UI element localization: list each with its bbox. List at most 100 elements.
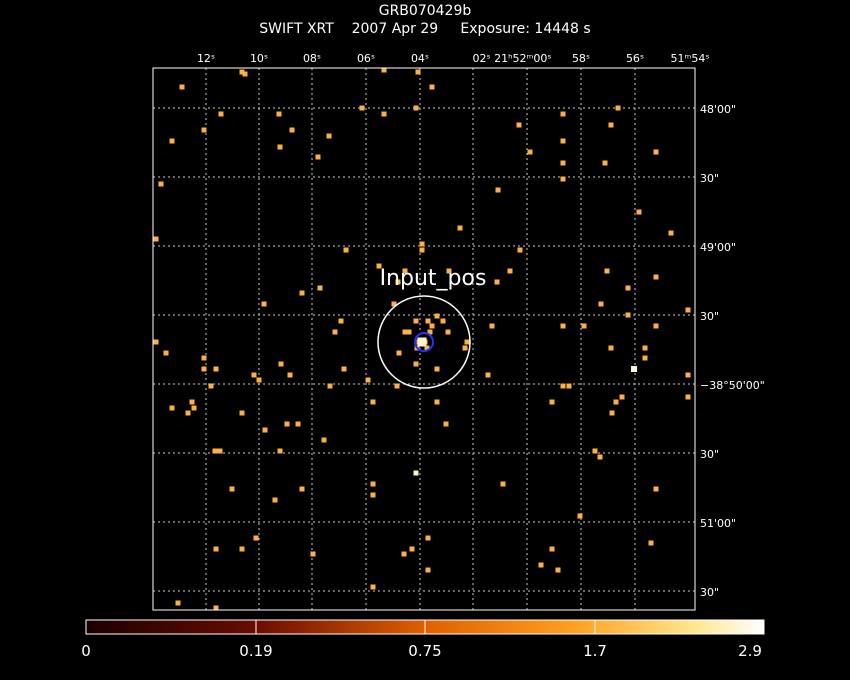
photon-event (425, 567, 431, 573)
photon-event (427, 329, 433, 335)
photon-event (685, 372, 691, 378)
photon-event (653, 323, 659, 329)
photon-event (489, 323, 495, 329)
photon-event (401, 551, 407, 557)
photon-event (169, 138, 175, 144)
colorbar-label: 2.9 (738, 642, 762, 660)
photon-event (262, 427, 268, 433)
photon-event (239, 410, 245, 416)
photon-event (343, 247, 349, 253)
photon-event (402, 268, 408, 274)
photon-event (365, 377, 371, 383)
photon-event (287, 372, 293, 378)
photon-event (625, 312, 631, 318)
colorbar-label: 0.19 (239, 642, 272, 660)
ra-tick-label: 51ᵐ54ˢ (671, 52, 710, 65)
photon-event (289, 127, 295, 133)
dec-tick-label: 49'00" (700, 241, 736, 254)
photon-event (642, 355, 648, 361)
photon-event (457, 225, 463, 231)
photon-event (653, 486, 659, 492)
photon-event (394, 383, 400, 389)
photon-event (295, 421, 301, 427)
photon-event (163, 350, 169, 356)
photon-event (317, 285, 323, 291)
photon-event (218, 111, 224, 117)
photon-event (636, 209, 642, 215)
photon-event (327, 383, 333, 389)
photon-event (315, 154, 321, 160)
photon-event (396, 350, 402, 356)
ra-tick-label: 56ˢ (626, 52, 644, 65)
photon-event (424, 345, 430, 351)
photon-event (613, 399, 619, 405)
photon-event (560, 138, 566, 144)
photon-event (175, 600, 181, 606)
photon-event (208, 383, 214, 389)
photon-event (272, 497, 278, 503)
photon-event (604, 268, 610, 274)
photon-event (201, 127, 207, 133)
photon-event (685, 307, 691, 313)
photon-event (429, 323, 435, 329)
photon-event (425, 318, 431, 324)
photon-event (169, 405, 175, 411)
photon-event (434, 399, 440, 405)
photon-event (242, 71, 248, 77)
dec-tick-label: 30" (700, 586, 719, 599)
photon-event (370, 584, 376, 590)
photon-event (668, 230, 674, 236)
photon-event (256, 377, 262, 383)
photon-event (549, 399, 555, 405)
ra-tick-label: 10ˢ (250, 52, 268, 65)
photon-event (229, 486, 235, 492)
photon-event (341, 366, 347, 372)
photon-event (538, 562, 544, 568)
photon-event (608, 122, 614, 128)
photon-event (395, 279, 401, 285)
photon-event (277, 144, 283, 150)
photon-event (370, 399, 376, 405)
photon-event (446, 268, 452, 274)
photon-event (261, 301, 267, 307)
photon-event (299, 486, 305, 492)
photon-event (653, 149, 659, 155)
photon-event (239, 69, 245, 75)
photon-event (434, 313, 440, 319)
photon-event (507, 268, 513, 274)
coordinate-grid (153, 68, 695, 610)
photon-event (560, 111, 566, 117)
photon-event (326, 133, 332, 139)
photon-event (277, 448, 283, 454)
image-frame (152, 67, 696, 611)
source-label: Input_pos (380, 266, 487, 291)
photon-event (391, 301, 397, 307)
dec-tick-label: −38°50'00" (700, 379, 765, 392)
photon-event (485, 372, 491, 378)
photon-event (381, 67, 387, 73)
photon-event (419, 247, 425, 253)
photon-event (212, 448, 218, 454)
photon-event (560, 160, 566, 166)
photon-event (642, 345, 648, 351)
photon-event (440, 318, 446, 324)
photon-event (213, 546, 219, 552)
photon-event (370, 481, 376, 487)
photon-event (413, 318, 419, 324)
photon-event (415, 69, 421, 75)
photon-event (602, 160, 608, 166)
photon-event (153, 339, 159, 345)
ra-tick-label: 58ˢ (572, 52, 590, 65)
photon-event (189, 399, 195, 405)
bright-photon-event (417, 337, 427, 347)
photon-event (310, 551, 316, 557)
photon-event (560, 176, 566, 182)
image-subtitle: SWIFT XRT 2007 Apr 29 Exposure: 14448 s (259, 21, 591, 37)
photon-event (527, 149, 533, 155)
photon-event (153, 236, 159, 242)
photon-event (402, 329, 408, 335)
photon-event (284, 421, 290, 427)
photon-event (625, 285, 631, 291)
photon-event (598, 301, 604, 307)
